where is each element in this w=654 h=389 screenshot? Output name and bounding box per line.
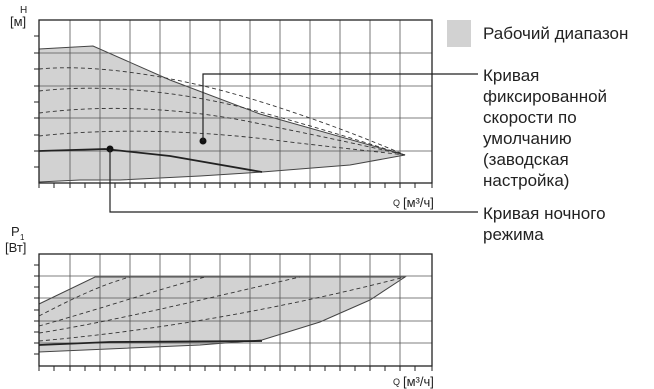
fixed-speed-label-line: (заводская [483, 150, 569, 169]
power-y-symbol: P [11, 224, 20, 239]
night-mode-power-curve [38, 340, 263, 346]
head-y-ticks [34, 35, 39, 168]
head-x-ticks [38, 183, 433, 188]
night-mode-leader [109, 149, 478, 213]
power-x-symbol: Q [393, 377, 400, 387]
power-y-unit: [Вт] [5, 240, 26, 255]
power-x-unit: [м³/ч] [403, 374, 434, 389]
night-mode-label-line: Кривая ночного [483, 204, 606, 223]
night-mode-curve [38, 148, 263, 173]
power-chart: P 1 [Вт] Q [м³/ч] [5, 224, 434, 389]
working-range-label: Рабочий диапазон [483, 24, 628, 43]
power-speed-curves [38, 276, 406, 342]
fixed-speed-leader [202, 73, 478, 141]
head-chart: H [м] Q [м³/ч] [10, 5, 434, 210]
fixed-speed-label-line: настройка) [483, 171, 569, 190]
fixed-speed-label-line: скорости по [483, 108, 577, 127]
head-x-unit: [м³/ч] [403, 195, 434, 210]
power-y-ticks [34, 264, 39, 355]
night-mode-label: Кривая ночного режима [483, 204, 610, 244]
power-working-range [38, 276, 407, 353]
head-speed-curves [38, 67, 406, 156]
legend: Рабочий диапазон Кривая фиксированной ск… [109, 20, 628, 244]
head-x-symbol: Q [393, 198, 400, 208]
power-x-ticks [38, 366, 433, 371]
head-working-range [38, 45, 406, 183]
power-y-subscript: 1 [20, 233, 25, 242]
head-y-unit: [м] [10, 14, 26, 29]
working-range-swatch [447, 20, 471, 47]
fixed-speed-label: Кривая фиксированной скорости по умолчан… [483, 66, 612, 190]
fixed-speed-label-line: фиксированной [483, 87, 607, 106]
fixed-speed-label-line: умолчанию [483, 129, 572, 148]
night-mode-label-line: режима [483, 225, 544, 244]
head-grid [39, 20, 432, 183]
head-y-symbol: H [20, 5, 27, 16]
fixed-speed-label-line: Кривая [483, 66, 539, 85]
